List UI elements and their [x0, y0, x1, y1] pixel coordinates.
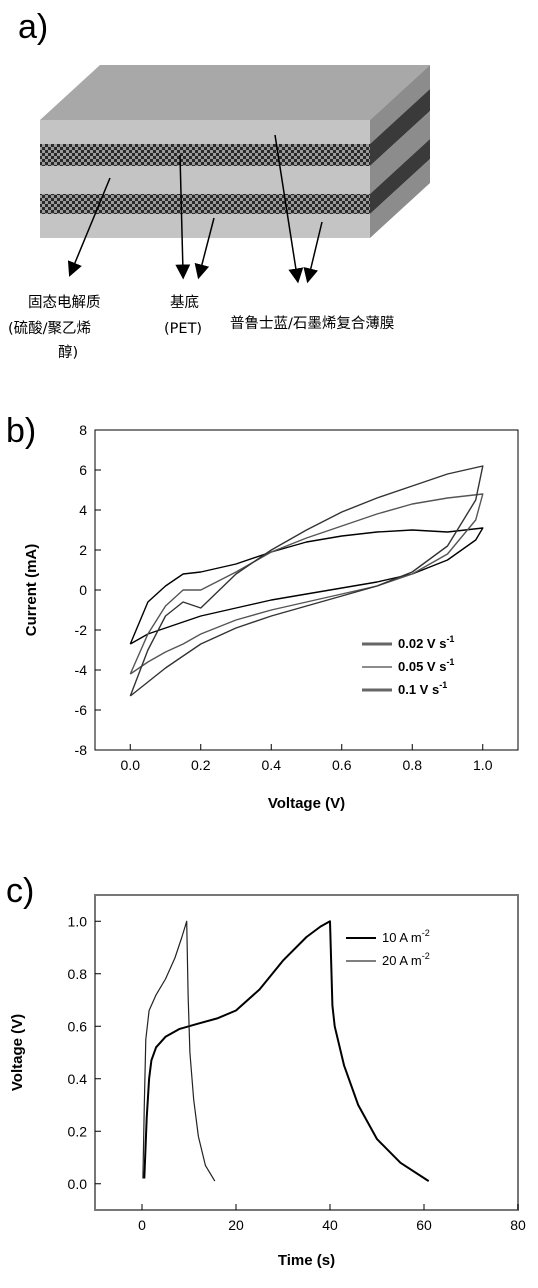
y-tick-label: -6: [75, 702, 88, 718]
y-tick-label: 0.0: [68, 1176, 88, 1192]
cv-chart: 0.0 0.2 0.4 0.6 0.8 1.0 -8 -6 -4 -2 0 2 4 6 8 Voltage (…: [0, 400, 538, 840]
middle-layer-front-face: [40, 166, 370, 194]
x-tick-label: 0.8: [403, 757, 423, 773]
layer-diagram: 固态电解质 (硫酸/聚乙烯 醇) 基底 (PET) 普鲁士蓝/石墨烯复合薄膜: [0, 0, 538, 400]
y-tick-label: -2: [75, 622, 88, 638]
legend-entry: 0.02 V s-1: [398, 634, 454, 651]
y-tick-label: 8: [79, 422, 87, 438]
legend-entry: 0.05 V s-1: [398, 657, 454, 674]
y-axis-title: Voltage (V): [9, 1014, 26, 1091]
x-axis-title: Voltage (V): [268, 795, 345, 812]
y-tick-label: -8: [75, 742, 88, 758]
y-tick-label: 2: [79, 542, 87, 558]
y-tick-label: -4: [75, 662, 88, 678]
y-tick-label: 0.4: [68, 1071, 88, 1087]
x-tick-label: 60: [416, 1217, 432, 1233]
x-tick-label: 0.0: [121, 757, 141, 773]
y-tick-label: 1.0: [68, 913, 88, 929]
x-tick-label: 20: [228, 1217, 244, 1233]
y-tick-label: 4: [79, 502, 87, 518]
label-film: 普鲁士蓝/石墨烯复合薄膜: [230, 314, 394, 332]
label-substrate-1: 基底: [170, 294, 199, 311]
legend-entry: 20 A m-2: [382, 951, 430, 968]
gcd-chart: 0 20 40 60 80 0.0 0.2 0.4 0.6 0.8 1.0 Time (s) Volta…: [0, 840, 538, 1288]
legend-entry: 10 A m-2: [382, 928, 430, 945]
label-electrolyte-2: (硫酸/聚乙烯: [8, 320, 91, 337]
x-tick-label: 0.2: [191, 757, 211, 773]
legend-entry: 0.1 V s-1: [398, 680, 447, 697]
x-axis-title: Time (s): [278, 1252, 335, 1269]
label-electrolyte-1: 固态电解质: [28, 294, 101, 311]
y-axis-title: Current (mA): [23, 544, 40, 637]
y-tick-label: 0.2: [68, 1123, 88, 1139]
electrolyte-layer-1: [40, 144, 370, 166]
x-tick-label: 0.4: [262, 757, 282, 773]
plot-frame: [95, 430, 518, 750]
x-tick-label: 80: [510, 1217, 526, 1233]
y-tick-label: 0: [79, 582, 87, 598]
x-tick-label: 1.0: [473, 757, 493, 773]
y-tick-label: 6: [79, 462, 87, 478]
electrolyte-layer-2: [40, 194, 370, 214]
x-tick-label: 0: [138, 1217, 146, 1233]
top-layer-front-face: [40, 120, 370, 144]
label-substrate-2: (PET): [164, 321, 202, 337]
series-line-0: [130, 528, 483, 644]
plot-frame: [95, 895, 518, 1210]
x-tick-label: 0.6: [332, 757, 352, 773]
top-layer-top-face: [40, 65, 430, 120]
y-tick-label: 0.6: [68, 1018, 88, 1034]
y-tick-label: 0.8: [68, 966, 88, 982]
x-tick-label: 40: [322, 1217, 338, 1233]
label-electrolyte-3: 醇): [58, 344, 78, 361]
